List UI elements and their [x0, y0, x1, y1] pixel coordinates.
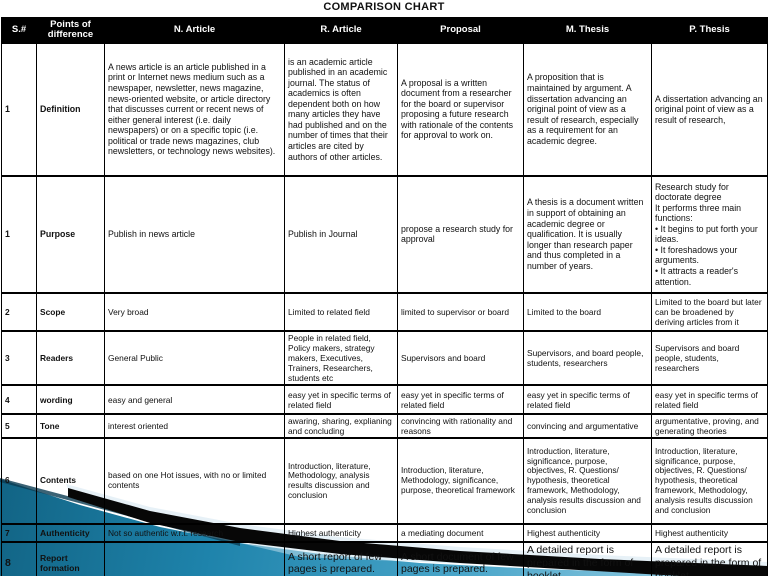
cell-purpose-p-thesis: Research study for doctorate degree It p…	[651, 174, 768, 294]
row-point-label: Scope	[36, 291, 105, 332]
cell-report-proposal: A short document of few pages is prepare…	[397, 541, 524, 576]
table-row-definition: 1 Definition A news article is an articl…	[1, 41, 768, 177]
table-row-scope: 2 Scope Very broad Limited to related fi…	[1, 291, 768, 332]
cell-authenticity-n-article: Not so authentic w.r.t. research	[104, 523, 285, 544]
cell-readers-n-article: General Public	[104, 329, 285, 387]
cell-authenticity-p-thesis: Highest authenticity	[651, 523, 768, 544]
row-point-label: Definition	[36, 41, 105, 177]
table-header: S.# Points of difference N. Article R. A…	[1, 17, 768, 44]
row-number: 8	[1, 541, 37, 576]
cell-readers-m-thesis: Supervisors, and board people, students,…	[523, 329, 652, 387]
cell-report-p-thesis: A detailed report is prepared in the for…	[651, 541, 768, 576]
row-point-label: Contents	[36, 437, 105, 526]
header-m-thesis: M. Thesis	[523, 17, 652, 44]
cell-scope-r-article: Limited to related field	[284, 291, 398, 332]
cell-readers-r-article: People in related field, Policy makers, …	[284, 329, 398, 387]
row-number: 1	[1, 174, 37, 294]
cell-scope-m-thesis: Limited to the board	[523, 291, 652, 332]
cell-contents-proposal: Introduction, literature, Methodology, s…	[397, 437, 524, 526]
cell-purpose-m-thesis: A thesis is a document written in suppor…	[523, 174, 652, 294]
cell-purpose-proposal: propose a research study for approval	[397, 174, 524, 294]
row-number: 1	[1, 41, 37, 177]
cell-tone-n-article: interest oriented	[104, 413, 285, 440]
header-serial: S.#	[1, 17, 37, 44]
table-row-tone: 5 Tone interest oriented awaring, sharin…	[1, 413, 768, 440]
cell-tone-p-thesis: argumentative, proving, and generating t…	[651, 413, 768, 440]
row-point-label: wording	[36, 384, 105, 416]
cell-contents-m-thesis: Introduction, literature, significance, …	[523, 437, 652, 526]
cell-tone-proposal: convincing with rationality and reasons	[397, 413, 524, 440]
table-row-readers: 3 Readers General Public People in relat…	[1, 329, 768, 387]
cell-tone-r-article: awaring, sharing, explianing and conclud…	[284, 413, 398, 440]
row-number: 6	[1, 437, 37, 526]
row-number: 5	[1, 413, 37, 440]
table-row-authenticity: 7 Authenticity Not so authentic w.r.t. r…	[1, 523, 768, 544]
row-point-label: Report formation	[36, 541, 105, 576]
row-number: 4	[1, 384, 37, 416]
cell-tone-m-thesis: convincing and argumentative	[523, 413, 652, 440]
comparison-table: S.# Points of difference N. Article R. A…	[1, 17, 768, 576]
cell-contents-r-article: Introduction, literature, Methodology, a…	[284, 437, 398, 526]
row-point-label: Purpose	[36, 174, 105, 294]
cell-contents-n-article: based on one Hot issues, with no or limi…	[104, 437, 285, 526]
cell-scope-n-article: Very broad	[104, 291, 285, 332]
header-proposal: Proposal	[397, 17, 524, 44]
cell-wording-n-article: easy and general	[104, 384, 285, 416]
cell-scope-proposal: limited to supervisor or board	[397, 291, 524, 332]
cell-wording-m-thesis: easy yet in specific terms of related fi…	[523, 384, 652, 416]
table-row-contents: 6 Contents based on one Hot issues, with…	[1, 437, 768, 526]
cell-wording-proposal: easy yet in specific terms of related fi…	[397, 384, 524, 416]
cell-contents-p-thesis: Introduction, literature, significance, …	[651, 437, 768, 526]
cell-definition-r-article: is an academic article published in an a…	[284, 41, 398, 177]
cell-definition-proposal: A proposal is a written document from a …	[397, 41, 524, 177]
cell-report-n-article	[104, 541, 285, 576]
header-n-article: N. Article	[104, 17, 285, 44]
header-row: S.# Points of difference N. Article R. A…	[1, 17, 768, 44]
cell-authenticity-m-thesis: Highest authenticity	[523, 523, 652, 544]
cell-scope-p-thesis: Limited to the board but later can be br…	[651, 291, 768, 332]
cell-purpose-r-article: Publish in Journal	[284, 174, 398, 294]
table-row-purpose: 1 Purpose Publish in news article Publis…	[1, 174, 768, 294]
header-points-of-difference: Points of difference	[36, 17, 105, 44]
cell-readers-proposal: Supervisors and board	[397, 329, 524, 387]
row-point-label: Readers	[36, 329, 105, 387]
cell-report-r-article: A short report of few pages is prepared.	[284, 541, 398, 576]
cell-definition-m-thesis: A proposition that is maintained by argu…	[523, 41, 652, 177]
row-point-label: Tone	[36, 413, 105, 440]
header-r-article: R. Article	[284, 17, 398, 44]
row-number: 7	[1, 523, 37, 544]
cell-wording-p-thesis: easy yet in specific terms of related fi…	[651, 384, 768, 416]
cell-authenticity-r-article: Highest authenticity	[284, 523, 398, 544]
cell-definition-p-thesis: A dissertation advancing an original poi…	[651, 41, 768, 177]
table-row-report-formation: 8 Report formation A short report of few…	[1, 541, 768, 576]
page-title: COMPARISON CHART	[323, 1, 445, 13]
cell-wording-r-article: easy yet in specific terms of related fi…	[284, 384, 398, 416]
header-p-thesis: P. Thesis	[651, 17, 768, 44]
table-row-wording: 4 wording easy and general easy yet in s…	[1, 384, 768, 416]
cell-report-m-thesis: A detailed report is prepared in the for…	[523, 541, 652, 576]
row-number: 2	[1, 291, 37, 332]
cell-definition-n-article: A news article is an article published i…	[104, 41, 285, 177]
cell-authenticity-proposal: a mediating document	[397, 523, 524, 544]
row-point-label: Authenticity	[36, 523, 105, 544]
cell-purpose-n-article: Publish in news article	[104, 174, 285, 294]
cell-readers-p-thesis: Supervisors and board people, students, …	[651, 329, 768, 387]
row-number: 3	[1, 329, 37, 387]
